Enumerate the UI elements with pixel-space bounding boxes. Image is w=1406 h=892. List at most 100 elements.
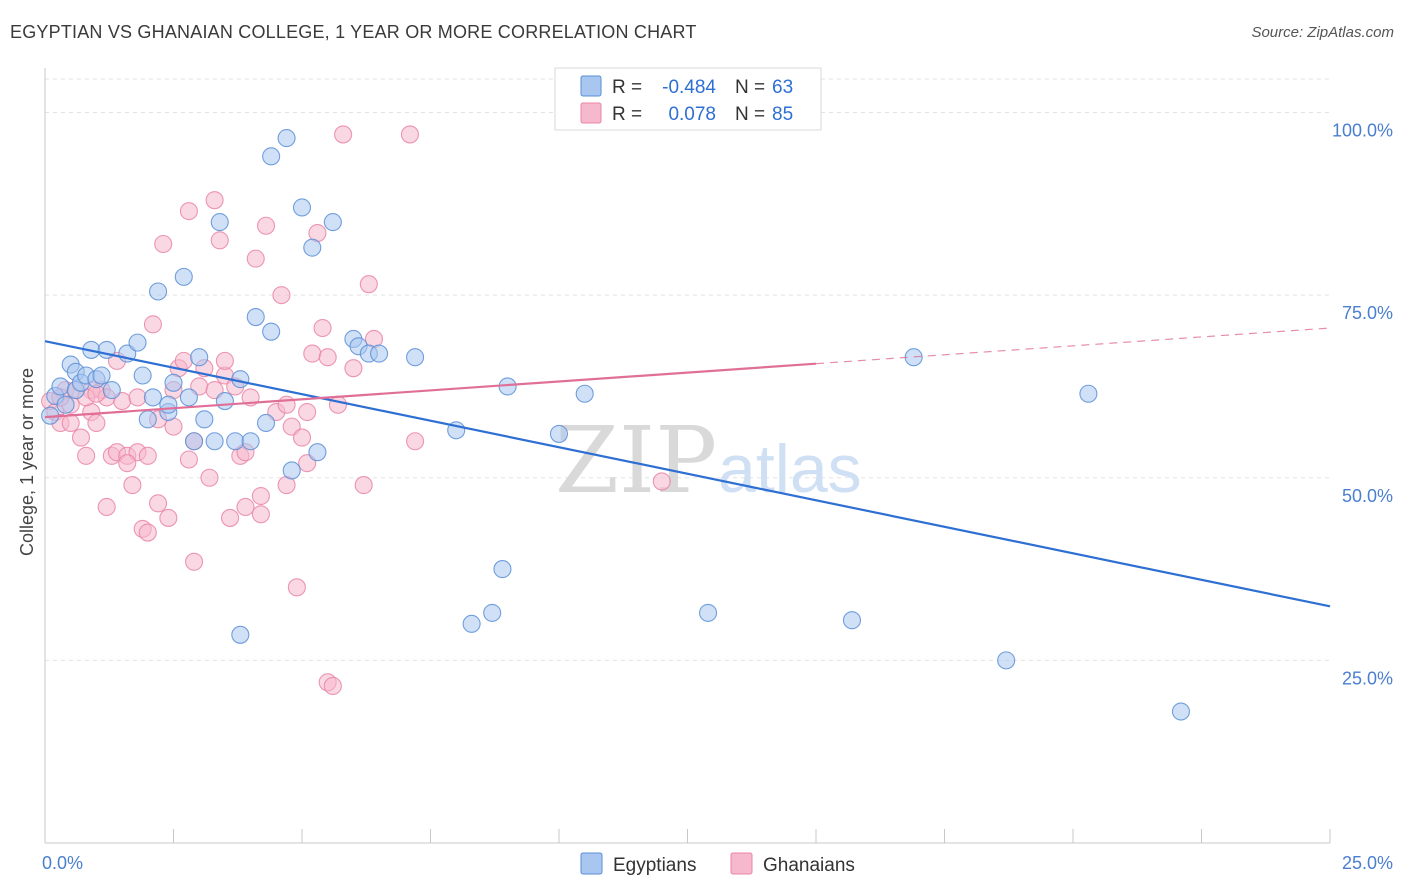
egyptian-point xyxy=(549,424,569,443)
egyptian-point xyxy=(51,377,70,396)
egyptian-point xyxy=(406,348,425,367)
egyptian-point xyxy=(133,366,152,385)
ghanaian-point xyxy=(303,344,322,363)
ghanaian-point xyxy=(138,523,157,542)
legend-r-value-egyptians: -0.484 xyxy=(662,77,716,98)
egyptian-point xyxy=(262,147,281,166)
egyptian-point xyxy=(256,413,276,433)
ghanaian-point xyxy=(354,476,373,495)
egyptian-point xyxy=(282,461,301,480)
egyptian-point xyxy=(205,432,224,451)
ghanaian-point xyxy=(220,508,240,527)
watermark: ZIP atlas xyxy=(555,407,862,514)
ghanaian-point xyxy=(71,428,91,447)
y-tick-label: 25.0% xyxy=(1342,668,1393,688)
egyptian-point xyxy=(159,395,178,414)
series-legend: Egyptians Ghanaians xyxy=(580,852,855,876)
egyptian-point xyxy=(997,651,1016,670)
ghanaian-point xyxy=(185,552,204,571)
y-tick-label: 100.0% xyxy=(1332,121,1393,141)
egyptian-point xyxy=(842,611,862,630)
egyptian-point xyxy=(303,238,322,257)
ghanaian-point xyxy=(179,450,198,469)
ghanaian-point xyxy=(328,395,348,414)
correlation-legend: R = -0.484 N = 63 R = 0.078 N = 85 xyxy=(554,67,822,131)
axes xyxy=(44,68,1331,844)
egyptian-point xyxy=(128,333,147,352)
y-axis-label: College, 1 year or more xyxy=(17,368,37,556)
ghanaian-point xyxy=(128,388,147,407)
ghanaian-point xyxy=(174,351,193,370)
y-tick-labels: 25.0% 50.0% 75.0% 100.0% xyxy=(1332,121,1393,689)
egyptian-point xyxy=(56,395,75,414)
bottom-legend-ghanaians: Ghanaians xyxy=(763,855,855,876)
egyptian-point xyxy=(575,384,594,403)
egyptian-point xyxy=(699,603,718,622)
egyptian-point xyxy=(1079,384,1098,403)
egyptian-point xyxy=(174,267,193,286)
egyptian-point xyxy=(185,432,204,451)
egyptian-point xyxy=(493,560,512,579)
egyptian-point xyxy=(262,322,281,341)
x-tick-label-max: 25.0% xyxy=(1342,853,1393,873)
ghanaian-point xyxy=(406,432,425,451)
ghanaian-point xyxy=(277,395,296,414)
egyptian-point xyxy=(1171,702,1190,721)
watermark-zip: ZIP xyxy=(555,407,717,514)
ghanaian-point xyxy=(652,472,671,491)
legend-r-label-ghanaians: R = xyxy=(612,104,642,125)
egyptian-point xyxy=(370,344,389,363)
ghanaian-point xyxy=(77,446,96,465)
egyptian-point xyxy=(226,432,245,451)
source-label: Source: ZipAtlas.com xyxy=(1251,24,1394,41)
ghanaian-point xyxy=(400,125,419,144)
ghanaian-point xyxy=(87,413,106,433)
egyptian-point xyxy=(92,366,111,385)
egyptian-point xyxy=(102,381,121,400)
egyptian-point xyxy=(143,388,162,407)
ghanaian-point xyxy=(138,446,157,465)
egyptian-point xyxy=(231,625,250,644)
egyptian-point xyxy=(149,282,168,301)
ghanaian-point xyxy=(97,497,116,517)
egyptian-point xyxy=(246,308,265,327)
egyptian-point xyxy=(483,603,502,622)
egyptian-point xyxy=(179,388,198,407)
ghanaian-point xyxy=(334,125,353,144)
egyptian-point xyxy=(462,614,481,633)
ghanaian-point xyxy=(205,191,224,210)
ghanaian-point xyxy=(292,428,312,447)
ghanaian-point xyxy=(61,413,80,433)
ghanaian-trend-line xyxy=(44,362,817,419)
egyptian-point xyxy=(138,410,157,429)
egyptian-point xyxy=(277,129,296,148)
legend-n-label-ghanaians: N = xyxy=(735,104,765,125)
ghanaian-point xyxy=(318,348,337,367)
egyptian-point xyxy=(308,443,327,462)
bottom-legend-egyptians: Egyptians xyxy=(613,855,696,876)
egyptian-point xyxy=(292,198,312,217)
ghanaian-point xyxy=(287,578,306,597)
ghanaian-point xyxy=(313,318,332,338)
egyptian-trend-line xyxy=(44,340,1331,608)
egyptian-point xyxy=(190,348,209,367)
y-tick-label: 50.0% xyxy=(1342,486,1393,506)
ghanaian-point xyxy=(123,476,142,495)
ghanaian-point xyxy=(210,231,229,250)
bottom-legend-swatch-ghanaians xyxy=(730,852,753,875)
gridlines xyxy=(45,78,1330,661)
egyptian-point xyxy=(210,213,229,232)
ghanaian-point xyxy=(215,351,234,370)
ghanaian-point xyxy=(236,497,255,517)
legend-swatch-egyptians xyxy=(580,75,602,97)
ghanaian-point xyxy=(256,216,276,235)
legend-r-value-ghanaians: 0.078 xyxy=(668,104,716,125)
ghanaian-point xyxy=(344,359,363,378)
ghanaian-point xyxy=(298,402,317,422)
egyptian-point xyxy=(241,432,260,451)
ghanaian-point xyxy=(200,468,219,487)
ghanaian-point xyxy=(154,234,173,254)
legend-swatch-ghanaians xyxy=(580,102,602,124)
ghanaian-point xyxy=(179,202,198,221)
